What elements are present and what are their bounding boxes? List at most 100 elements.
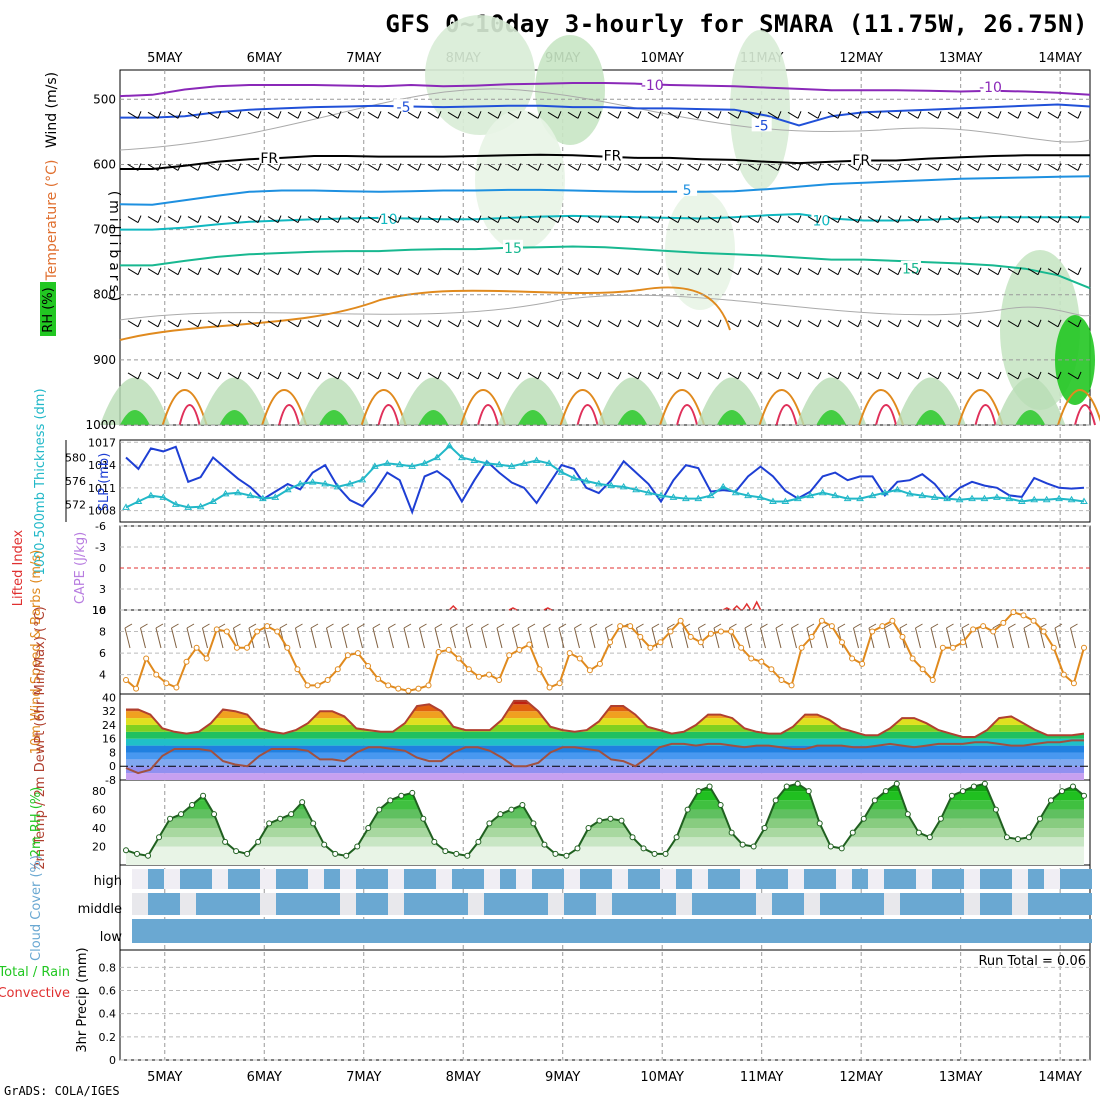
wind-barb-staff: [647, 164, 659, 171]
cloud-middle: [292, 893, 308, 915]
contour-label: 10: [380, 212, 398, 228]
wind-barb: [487, 319, 502, 328]
wind-barb-flag: [757, 215, 762, 223]
rh-shade: [730, 30, 790, 190]
wind-barb-staff: [707, 320, 719, 328]
wind-barb-flag: [257, 319, 262, 327]
wind-barb-flag: [257, 111, 262, 119]
rh-shade: [535, 35, 605, 145]
wind-barb: [807, 319, 822, 328]
wind-barb-staff: [347, 164, 359, 171]
wind-barb: [847, 111, 862, 119]
thickness-line-point: [358, 475, 367, 483]
wind-barb-flag: [957, 215, 962, 223]
isotherm--5: [120, 103, 1091, 127]
cloud-high: [276, 869, 292, 889]
wind-barb-staff: [467, 164, 479, 171]
thickness-line-point: [719, 482, 728, 490]
wind-barb: [767, 319, 782, 328]
precip-axis-label: 3hr Precip (mm): [75, 947, 90, 1052]
wind-barb: [807, 371, 822, 380]
thickness-line-point: [184, 503, 193, 510]
cloud-middle: [596, 893, 612, 915]
wind-barb-flag: [637, 267, 642, 275]
wind-barb-staff: [1067, 164, 1079, 171]
wind-barb-staff: [167, 216, 179, 223]
wind-barb-staff: [1027, 216, 1039, 223]
date-label-bottom: 8MAY: [446, 1070, 481, 1085]
wind-barb-staff: [247, 372, 259, 380]
wind-barb-staff: [687, 111, 699, 119]
cloud-high: [1060, 869, 1076, 889]
wind-barb: [347, 319, 362, 328]
wind-speed-line-point: [758, 658, 765, 665]
rh-line-point: [695, 788, 702, 795]
wind-barb-flag: [337, 163, 342, 171]
wind-speed-line-point: [425, 682, 432, 689]
wind-barb-staff: [767, 164, 779, 171]
wind-barb-flag: [777, 111, 782, 119]
wind-barb: [1027, 163, 1042, 171]
cloud-middle: [884, 893, 900, 915]
cloud-high: [596, 869, 612, 889]
temp-contour-hot: [477, 404, 500, 426]
wind-barb-flag: [657, 319, 662, 327]
rh-shade-low: [796, 377, 867, 425]
wind-barb-flag: [977, 371, 982, 380]
wind-barb-staff: [927, 164, 939, 171]
wind-barb-staff: [207, 111, 219, 119]
wind-speed-line-point: [506, 652, 513, 659]
thickness-line-point: [943, 494, 952, 502]
wind-barb: [1067, 267, 1082, 276]
wind-barb-staff: [547, 111, 559, 119]
rh-shade-core: [1015, 410, 1046, 425]
wind-barb: [747, 163, 762, 171]
surface-wind-barb: [465, 627, 472, 649]
wind-barb: [627, 319, 642, 328]
wind-barb: [207, 371, 222, 380]
wind-barb-flag: [277, 267, 282, 275]
rh-line-point: [277, 815, 284, 822]
rh-shade-core: [418, 410, 449, 425]
cloud-high: [132, 869, 148, 889]
wind-barb-flag: [617, 319, 622, 327]
wind-barb-flag: [497, 163, 502, 171]
rh-shade-low: [199, 377, 270, 425]
wind-barb-flag: [717, 215, 722, 223]
wind-barb-flag: [757, 163, 762, 171]
wind-barb-staff: [707, 164, 719, 171]
cloud-middle: [964, 893, 980, 915]
wind-barb-flag: [837, 267, 842, 275]
rh-line-point: [1047, 797, 1054, 804]
wind-barb-flag: [417, 215, 422, 223]
contour-label-bg: [502, 239, 523, 254]
wind-barb-flag: [917, 215, 922, 223]
surface-wind-barb: [822, 627, 828, 649]
wind-barb: [827, 111, 842, 119]
wind-barb: [927, 215, 942, 223]
rh-line-point: [365, 825, 372, 832]
wind-barb: [707, 319, 722, 328]
wind-barb: [467, 319, 482, 328]
rh-shade-core: [915, 410, 946, 425]
wind-speed-line-point: [375, 675, 382, 682]
wind-barb-staff: [1007, 111, 1019, 119]
cape-spike: [732, 604, 742, 611]
wind-barb: [787, 371, 802, 380]
cloud-high: [916, 869, 932, 889]
cloud-middle: [820, 893, 836, 915]
wind-barb: [827, 215, 842, 223]
wind-barb-staff: [247, 268, 259, 276]
wind-barb: [567, 267, 582, 276]
wind-barb-staff: [447, 268, 459, 276]
thickness-line-point: [918, 491, 927, 499]
wind-barb-flag: [977, 319, 982, 327]
cloud-low: [772, 919, 788, 943]
wind-barb-flag: [1057, 371, 1062, 380]
surface-wind-barb-flag: [884, 623, 892, 629]
wind-barb: [727, 267, 742, 276]
wind-barb-staff: [887, 320, 899, 328]
wind-speed-line-point: [778, 677, 785, 683]
wind-barb-flag: [557, 319, 562, 327]
wind-barb: [167, 319, 182, 328]
